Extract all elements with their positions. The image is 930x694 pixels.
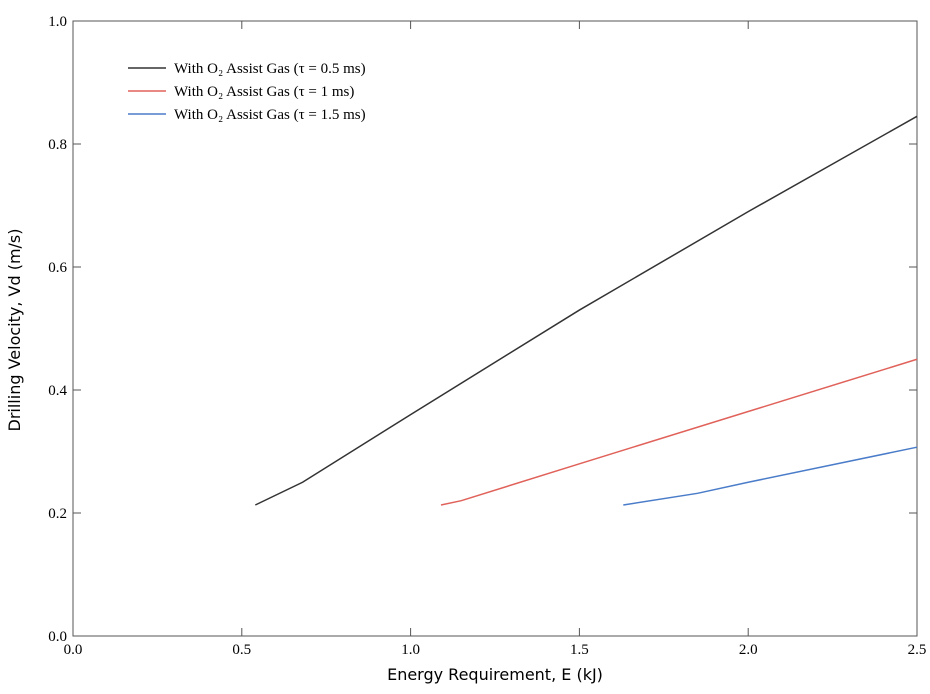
- y-tick-label: 0.0: [48, 629, 67, 645]
- x-tick-label: 1.5: [570, 642, 589, 658]
- x-tick-label: 2.5: [908, 642, 927, 658]
- legend-label: With O₂ Assist Gas (τ = 1.5 ms): [174, 107, 366, 123]
- x-tick-label: 0.5: [232, 642, 251, 658]
- y-tick-label: 1.0: [48, 14, 67, 30]
- legend-label: With O₂ Assist Gas (τ = 1 ms): [174, 84, 354, 100]
- x-tick-label: 1.0: [401, 642, 420, 658]
- y-axis-label: Drilling Velocity, Vd (m/s): [5, 229, 24, 432]
- series-line: [254, 115, 918, 506]
- x-tick-label: 2.0: [739, 642, 758, 658]
- legend-label: With O₂ Assist Gas (τ = 0.5 ms): [174, 61, 366, 77]
- y-tick-label: 0.4: [48, 383, 67, 399]
- x-axis-label: Energy Requirement, E (kJ): [387, 665, 603, 684]
- series-line: [440, 358, 918, 506]
- x-tick-label: 0.0: [64, 642, 83, 658]
- y-tick-label: 0.6: [48, 260, 67, 276]
- plot-frame: [72, 20, 918, 637]
- y-tick-label: 0.8: [48, 137, 67, 153]
- series-line: [623, 446, 918, 506]
- y-tick-label: 0.2: [48, 506, 67, 522]
